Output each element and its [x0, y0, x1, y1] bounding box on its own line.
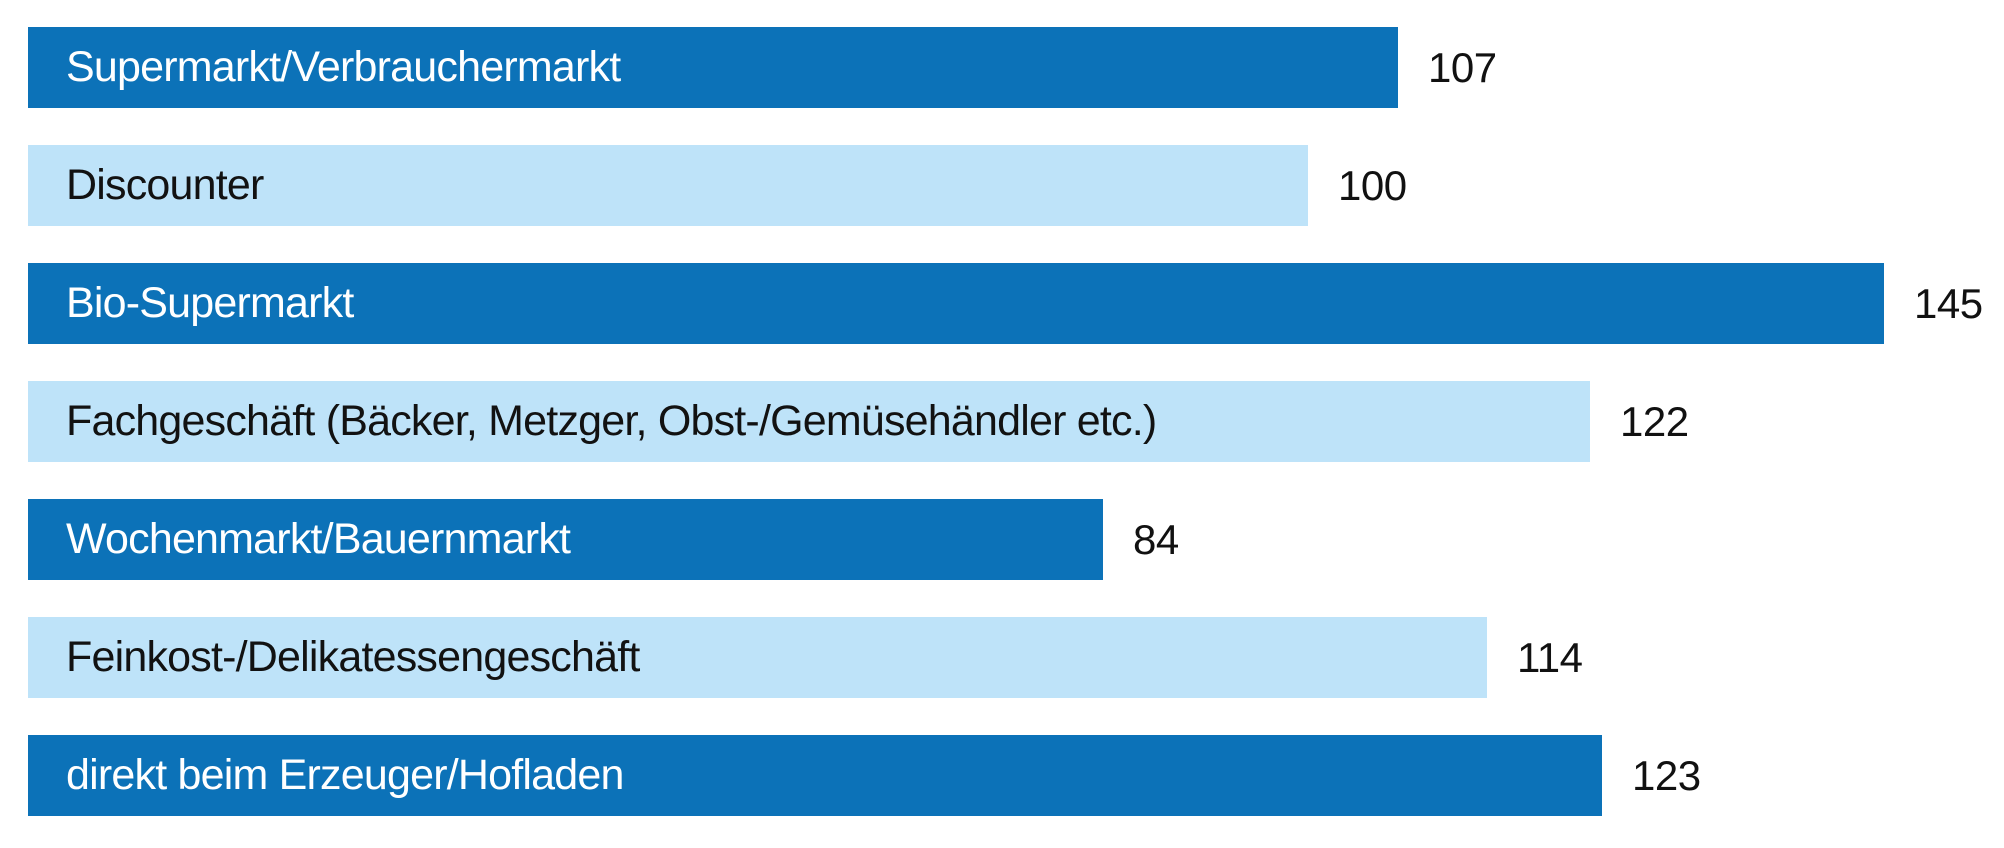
bar-row: Supermarkt/Verbrauchermarkt 107: [28, 27, 2004, 108]
bar-value-label: 123: [1632, 751, 1701, 799]
bar-row: Wochenmarkt/Bauernmarkt 84: [28, 499, 2004, 580]
bar: Wochenmarkt/Bauernmarkt: [28, 499, 1103, 580]
bar: Supermarkt/Verbrauchermarkt: [28, 27, 1398, 108]
bar-value-label: 100: [1338, 161, 1407, 209]
bar: Fachgeschäft (Bäcker, Metzger, Obst-/Gem…: [28, 381, 1590, 462]
bar-category-label: Discounter: [66, 161, 264, 209]
bar-row: Discounter 100: [28, 145, 2004, 226]
bar-row: Feinkost-/Delikatessengeschäft 114: [28, 617, 2004, 698]
bar-category-label: Feinkost-/Delikatessengeschäft: [66, 633, 640, 681]
bar: Discounter: [28, 145, 1308, 226]
bar: Bio-Supermarkt: [28, 263, 1884, 344]
bar: Feinkost-/Delikatessengeschäft: [28, 617, 1487, 698]
bar-value-label: 145: [1914, 279, 1983, 327]
bar-category-label: direkt beim Erzeuger/Hofladen: [66, 751, 624, 799]
bar-category-label: Supermarkt/Verbrauchermarkt: [66, 43, 621, 91]
bar-value-label: 84: [1133, 515, 1179, 563]
bar-value-label: 114: [1517, 633, 1583, 681]
bar: direkt beim Erzeuger/Hofladen: [28, 735, 1602, 816]
bar-value-label: 122: [1620, 397, 1689, 445]
bar-value-label: 107: [1428, 43, 1497, 91]
bar-category-label: Wochenmarkt/Bauernmarkt: [66, 515, 571, 563]
bar-row: Bio-Supermarkt 145: [28, 263, 2004, 344]
bar-category-label: Bio-Supermarkt: [66, 279, 354, 327]
bar-category-label: Fachgeschäft (Bäcker, Metzger, Obst-/Gem…: [66, 397, 1157, 445]
bar-row: direkt beim Erzeuger/Hofladen 123: [28, 735, 2004, 816]
bar-row: Fachgeschäft (Bäcker, Metzger, Obst-/Gem…: [28, 381, 2004, 462]
